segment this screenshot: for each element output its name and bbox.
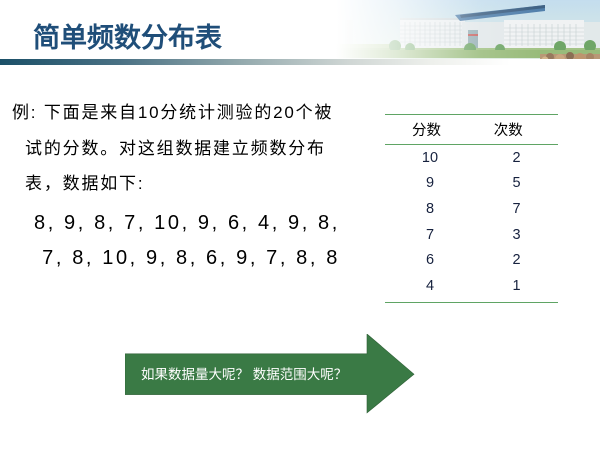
svg-text:如果数据量大呢？ 数据范围大呢？: 如果数据量大呢？ 数据范围大呢？ <box>141 367 347 382</box>
